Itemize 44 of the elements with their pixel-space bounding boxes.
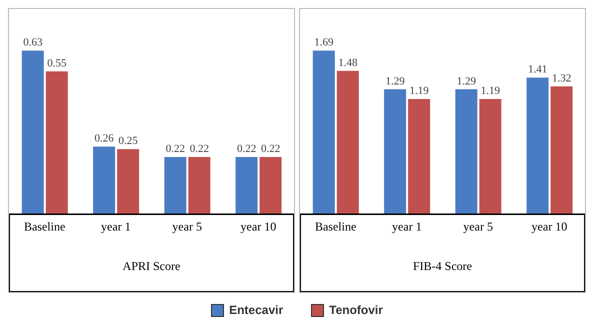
bar bbox=[312, 50, 335, 214]
bar bbox=[22, 50, 44, 214]
data-label: 0.22 bbox=[166, 142, 185, 155]
data-label: 0.25 bbox=[118, 135, 138, 148]
data-label: 0.55 bbox=[47, 57, 67, 70]
data-label: 1.29 bbox=[385, 75, 406, 88]
x-tick-label: year 10 bbox=[240, 220, 276, 234]
bar bbox=[526, 78, 549, 214]
legend-label: Tenofovir bbox=[328, 303, 383, 317]
x-tick-label: year 10 bbox=[532, 220, 568, 234]
data-label: 1.69 bbox=[314, 36, 334, 49]
bar bbox=[117, 149, 140, 214]
bar bbox=[236, 156, 258, 214]
bar bbox=[260, 156, 282, 214]
data-label: 0.63 bbox=[23, 36, 43, 49]
data-label: 1.48 bbox=[338, 56, 358, 69]
bar bbox=[479, 98, 502, 214]
x-tick-label: Baseline bbox=[24, 220, 66, 234]
x-tick-label: year 1 bbox=[392, 220, 422, 234]
bar bbox=[164, 156, 186, 214]
data-label: 1.19 bbox=[480, 84, 500, 97]
data-label: 1.29 bbox=[456, 75, 476, 88]
bar bbox=[336, 70, 359, 214]
data-label: 1.32 bbox=[552, 72, 572, 84]
data-label: 1.19 bbox=[409, 84, 430, 97]
x-tick-label: Baseline bbox=[314, 220, 356, 234]
data-label: 0.26 bbox=[94, 132, 114, 145]
x-axis-title: APRI Score bbox=[122, 259, 180, 273]
x-tick-label: year 1 bbox=[101, 220, 131, 234]
x-tick-label: year 5 bbox=[172, 220, 202, 234]
x-tick-label: year 5 bbox=[463, 220, 493, 234]
bar bbox=[455, 89, 478, 214]
bar bbox=[46, 71, 68, 214]
bar bbox=[188, 156, 210, 214]
legend-label: Entecavir bbox=[228, 303, 284, 317]
data-label: 1.41 bbox=[528, 64, 548, 76]
x-axis-title: FIB-4 Score bbox=[413, 259, 472, 273]
data-label: 0.22 bbox=[190, 142, 209, 155]
bar bbox=[550, 86, 573, 214]
bar bbox=[93, 146, 116, 214]
bar bbox=[384, 89, 406, 214]
data-label: 0.22 bbox=[236, 142, 256, 155]
bar bbox=[408, 98, 430, 214]
data-label: 0.22 bbox=[260, 142, 280, 155]
